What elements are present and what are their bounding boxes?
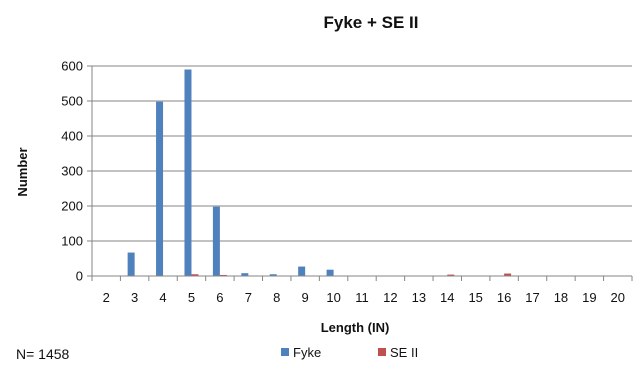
y-tick-label: 300	[61, 164, 83, 179]
x-tick-label: 19	[582, 290, 596, 305]
x-tick-label: 13	[412, 290, 426, 305]
x-tick-label: 12	[383, 290, 397, 305]
x-axis-title: Length (IN)	[321, 320, 390, 335]
x-tick-label: 11	[355, 290, 369, 305]
x-tick-label: 5	[188, 290, 195, 305]
x-tick-label: 10	[326, 290, 340, 305]
x-tick-label: 18	[554, 290, 568, 305]
y-tick-labels: 0 100 200 300 400 500 600	[61, 59, 83, 284]
x-tick-label: 17	[525, 290, 539, 305]
legend: Fyke SE II	[281, 345, 418, 360]
n-annotation: N= 1458	[16, 346, 70, 362]
bar-fyke	[298, 266, 306, 276]
bar-fyke	[269, 274, 277, 276]
x-tick-label: 7	[245, 290, 252, 305]
bar-se-ii	[219, 274, 227, 276]
x-tick-label: 3	[131, 290, 138, 305]
x-tick-label: 4	[159, 290, 166, 305]
bar-se-ii	[447, 274, 455, 276]
x-tick-label: 9	[302, 290, 309, 305]
bars	[127, 69, 512, 276]
legend-swatch	[378, 348, 386, 356]
bar-fyke	[326, 269, 334, 276]
x-tick-labels: 2 3 4 5 6 7 8 9 10 11 12 13 14 15 16 17 18 19 20	[91, 276, 633, 305]
y-tick-label: 0	[76, 269, 83, 284]
x-tick-label: 15	[468, 290, 482, 305]
x-tick-label: 14	[440, 290, 454, 305]
x-tick-label: 20	[611, 290, 625, 305]
gridlines	[87, 65, 632, 277]
x-tick-label: 8	[273, 290, 280, 305]
y-tick-label: 200	[61, 199, 83, 214]
bar-fyke	[127, 252, 135, 276]
legend-label: Fyke	[293, 345, 321, 360]
bar-fyke	[156, 101, 164, 276]
x-tick-label: 6	[216, 290, 223, 305]
y-tick-label: 500	[61, 94, 83, 109]
y-tick-label: 600	[61, 59, 83, 74]
bar-se-ii	[191, 274, 199, 276]
y-tick-label: 400	[61, 129, 83, 144]
y-tick-label: 100	[61, 234, 83, 249]
chart-title: Fyke + SE II	[324, 13, 419, 32]
x-tick-label: 16	[497, 290, 511, 305]
bar-fyke	[212, 206, 220, 276]
x-tick-label: 2	[103, 290, 110, 305]
bar-fyke	[184, 69, 192, 276]
bar-se-ii	[504, 273, 512, 276]
legend-swatch	[281, 348, 289, 356]
y-axis-title: Number	[15, 147, 30, 196]
bar-fyke	[241, 273, 249, 276]
legend-label: SE II	[390, 345, 418, 360]
